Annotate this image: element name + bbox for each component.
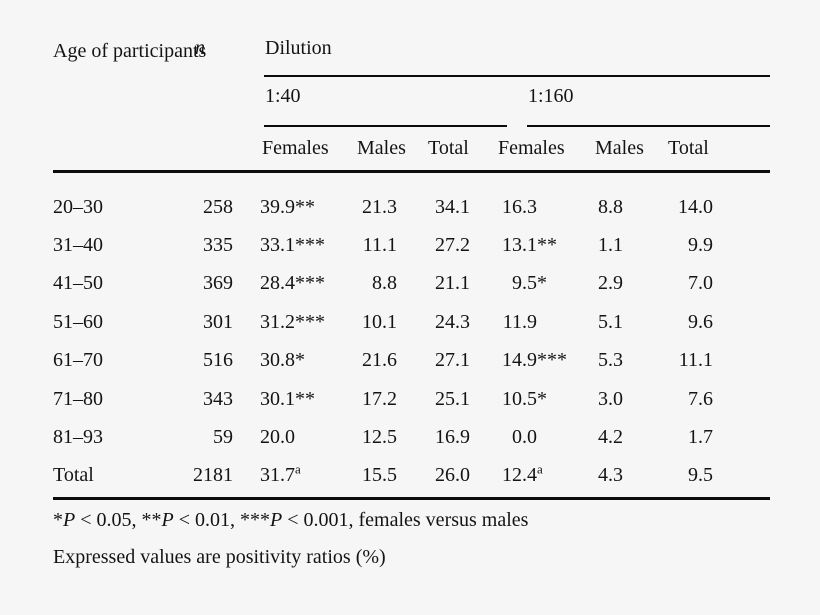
age-group-cell: 31–40: [53, 234, 103, 257]
total-1-160-cell: 7.6: [688, 387, 713, 410]
total-1-40-cell: 34.1: [435, 195, 470, 218]
females-1-40-cell: 20.0: [260, 426, 295, 449]
n-cell: 301: [203, 310, 233, 333]
females-1-40-cell: 30.8*: [260, 349, 305, 372]
females-1-160-cell: 9.5*: [512, 272, 547, 295]
males-1-160-cell: 8.8: [598, 195, 623, 218]
males-1-160-cell: 4.3: [598, 464, 623, 487]
n-cell: 258: [203, 195, 233, 218]
males-1-160-cell: 5.3: [598, 349, 623, 372]
females-1-40-cell: 31.2***: [260, 310, 325, 333]
data-table: 20–30 258 39.9** 21.3 34.1 16.3 8.8 14.0…: [53, 188, 770, 495]
males-1-40-cell: 17.2: [362, 387, 397, 410]
females-1-160-cell: 11.9: [502, 310, 537, 333]
males-1-160-cell: 5.1: [598, 310, 623, 333]
total-1-40-cell: 24.3: [435, 310, 470, 333]
table-row: 41–50 369 28.4*** 8.8 21.1 9.5* 2.9 7.0: [53, 265, 770, 303]
females-1-40-cell: 31.7a: [260, 461, 301, 487]
females-1-160-cell: 13.1**: [502, 234, 557, 257]
age-group-cell: 41–50: [53, 272, 103, 295]
age-group-cell: Total: [53, 464, 94, 487]
column-header-dilution: Dilution: [265, 37, 332, 59]
males-1-40-cell: 8.8: [372, 272, 397, 295]
n-cell: 2181: [193, 464, 233, 487]
age-group-cell: 20–30: [53, 195, 103, 218]
females-1-160-cell: 10.5*: [502, 387, 547, 410]
n-cell: 516: [203, 349, 233, 372]
males-1-160-cell: 1.1: [598, 234, 623, 257]
age-group-cell: 61–70: [53, 349, 103, 372]
females-1-40-cell: 39.9**: [260, 195, 315, 218]
total-1-40-cell: 21.1: [435, 272, 470, 295]
body-footnote-separator-rule: [53, 497, 770, 500]
column-header-n: n: [195, 37, 205, 59]
table-row: 61–70 516 30.8* 21.6 27.1 14.9*** 5.3 11…: [53, 342, 770, 380]
males-1-160-cell: 4.2: [598, 426, 623, 449]
age-group-cell: 51–60: [53, 310, 103, 333]
males-1-160-cell: 3.0: [598, 387, 623, 410]
group-header-1-40: 1:40: [265, 85, 301, 107]
females-1-160-cell: 12.4a: [502, 461, 543, 487]
females-1-40-cell: 33.1***: [260, 234, 325, 257]
subheader-males-1-40: Males: [357, 137, 406, 159]
males-1-40-cell: 11.1: [362, 234, 397, 257]
total-1-160-cell: 9.6: [688, 310, 713, 333]
table-row: 51–60 301 31.2*** 10.1 24.3 11.9 5.1 9.6: [53, 303, 770, 341]
total-1-40-cell: 25.1: [435, 387, 470, 410]
n-cell: 343: [203, 387, 233, 410]
females-1-160-cell: 16.3: [502, 195, 537, 218]
total-1-40-cell: 27.1: [435, 349, 470, 372]
n-cell: 369: [203, 272, 233, 295]
total-1-160-cell: 9.9: [688, 234, 713, 257]
males-1-40-cell: 21.6: [362, 349, 397, 372]
n-cell: 59: [213, 426, 233, 449]
subheader-females-1-40: Females: [262, 137, 329, 159]
total-1-40-cell: 27.2: [435, 234, 470, 257]
males-1-40-cell: 10.1: [362, 310, 397, 333]
total-1-160-cell: 11.1: [678, 349, 713, 372]
dilution-underline-rule: [264, 75, 770, 77]
group-1-160-rule: [527, 125, 770, 127]
table-row: 20–30 258 39.9** 21.3 34.1 16.3 8.8 14.0: [53, 188, 770, 226]
table-row: 31–40 335 33.1*** 11.1 27.2 13.1** 1.1 9…: [53, 226, 770, 264]
females-1-160-cell: 0.0: [512, 426, 537, 449]
total-1-40-cell: 16.9: [435, 426, 470, 449]
females-1-40-cell: 30.1**: [260, 387, 315, 410]
subheader-total-1-160: Total: [668, 137, 709, 159]
column-header-age: Age of participants: [53, 40, 207, 62]
subheader-total-1-40: Total: [428, 137, 469, 159]
total-1-160-cell: 14.0: [678, 195, 713, 218]
n-cell: 335: [203, 234, 233, 257]
total-1-160-cell: 7.0: [688, 272, 713, 295]
males-1-160-cell: 2.9: [598, 272, 623, 295]
males-1-40-cell: 12.5: [362, 426, 397, 449]
age-group-cell: 81–93: [53, 426, 103, 449]
total-1-160-cell: 9.5: [688, 464, 713, 487]
group-header-1-160: 1:160: [528, 85, 574, 107]
subheader-females-1-160: Females: [498, 137, 565, 159]
total-1-160-cell: 1.7: [688, 426, 713, 449]
males-1-40-cell: 21.3: [362, 195, 397, 218]
header-body-separator-rule: [53, 170, 770, 173]
values-explanation-footnote: Expressed values are positivity ratios (…: [53, 546, 386, 568]
subheader-males-1-160: Males: [595, 137, 644, 159]
table-row: 71–80 343 30.1** 17.2 25.1 10.5* 3.0 7.6: [53, 380, 770, 418]
age-group-cell: 71–80: [53, 387, 103, 410]
group-1-40-rule: [264, 125, 507, 127]
females-1-40-cell: 28.4***: [260, 272, 325, 295]
females-1-160-cell: 14.9***: [502, 349, 567, 372]
significance-footnote: *P < 0.05, **P < 0.01, ***P < 0.001, fem…: [53, 509, 529, 531]
males-1-40-cell: 15.5: [362, 464, 397, 487]
total-1-40-cell: 26.0: [435, 464, 470, 487]
table-row-total: Total 2181 31.7a 15.5 26.0 12.4a 4.3 9.5: [53, 457, 770, 495]
table-row: 81–93 59 20.0 12.5 16.9 0.0 4.2 1.7: [53, 418, 770, 456]
